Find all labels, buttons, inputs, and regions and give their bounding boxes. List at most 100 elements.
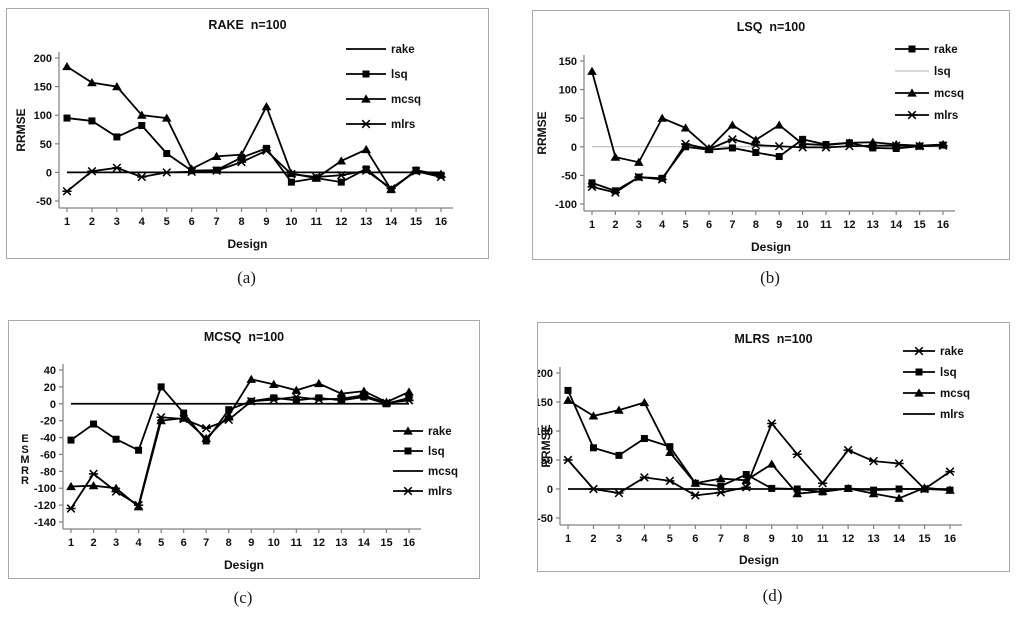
star-marker — [336, 394, 346, 404]
triangle-marker — [716, 473, 726, 483]
x-tick-label: 12 — [313, 537, 325, 549]
square-marker — [90, 420, 98, 428]
x-tick-label: 6 — [181, 537, 187, 549]
square-marker — [360, 393, 368, 401]
square-marker — [895, 485, 903, 493]
square-marker — [682, 143, 690, 151]
series-line — [591, 138, 944, 194]
star-marker — [386, 184, 396, 193]
square-marker — [362, 165, 370, 173]
square-marker — [112, 435, 120, 443]
triangle-marker — [634, 157, 644, 166]
series-mlrs — [62, 146, 446, 196]
triangle-marker — [361, 94, 371, 103]
legend-label: lsq — [428, 446, 445, 458]
series-mlrs — [587, 135, 948, 197]
y-tick-label: 150 — [559, 56, 577, 68]
legend-label: mcsq — [391, 94, 421, 106]
square-marker — [337, 178, 345, 186]
star-marker — [868, 141, 878, 150]
star-marker — [291, 392, 301, 402]
square-marker — [640, 435, 648, 443]
square-marker — [180, 409, 188, 417]
star-marker — [587, 182, 597, 192]
series-line — [591, 71, 944, 164]
y-tick-label: -40 — [40, 433, 56, 445]
triangle-marker — [161, 113, 172, 122]
axes — [556, 367, 962, 529]
triangle-marker — [336, 156, 347, 165]
y-tick-label: -140 — [34, 517, 56, 529]
legend-label: lsq — [391, 69, 408, 81]
star-marker — [361, 166, 371, 176]
star-marker — [681, 139, 691, 149]
y-tick-label: 150 — [34, 82, 52, 94]
x-tick-label: 4 — [659, 219, 666, 231]
square-marker — [157, 383, 165, 391]
chart-title: MLRS n=100 — [734, 332, 813, 346]
square-marker — [728, 144, 736, 152]
star-marker — [162, 168, 172, 177]
legend-label: rake — [940, 346, 964, 358]
legend: rake lsq mcsq mlrs — [903, 346, 970, 421]
square-marker — [793, 485, 801, 493]
y-tick-label: -100 — [34, 483, 56, 495]
triangle-marker — [727, 120, 738, 129]
legend-item-mlrs: mlrs — [393, 486, 452, 498]
x-tick-label: 8 — [743, 533, 749, 545]
axes — [580, 55, 955, 215]
star-marker — [269, 395, 279, 404]
legend-label: rake — [428, 426, 452, 438]
star-marker — [111, 487, 121, 496]
x-tick-label: 3 — [616, 533, 622, 545]
star-marker — [62, 186, 72, 196]
chart-title: RAKE n=100 — [208, 18, 287, 32]
x-tick-label: 9 — [248, 537, 254, 549]
triangle-marker — [211, 151, 222, 160]
square-marker — [615, 451, 623, 459]
series-lsq — [63, 114, 445, 194]
triangle-marker — [657, 113, 667, 122]
square-marker — [588, 179, 596, 187]
x-tick-label: 8 — [753, 219, 759, 231]
triangle-marker — [587, 66, 597, 75]
y-tick-label: 0 — [571, 142, 577, 154]
x-axis-label: Design — [738, 553, 779, 567]
legend-label: rake — [391, 44, 415, 56]
triangle-marker — [112, 82, 122, 91]
x-tick-label: 12 — [843, 219, 855, 231]
chart-canvas-mlrs: 200150100500-5012345678910111213141516ra… — [538, 346, 970, 545]
legend-label: mcsq — [940, 388, 970, 400]
star-marker — [311, 172, 321, 182]
x-tick-label: 9 — [263, 216, 269, 228]
y-tick-label: 20 — [44, 382, 56, 394]
star-marker — [201, 423, 211, 433]
axes — [59, 364, 421, 533]
x-tick-label: 7 — [214, 216, 220, 228]
star-marker — [224, 415, 234, 425]
figure-caption-a: (a) — [237, 268, 256, 287]
star-marker — [792, 449, 802, 459]
x-tick-label: 8 — [238, 216, 244, 228]
square-marker — [315, 394, 323, 402]
series-line — [567, 421, 951, 497]
x-tick-label: 3 — [114, 216, 120, 228]
chart-panel-rake: RAKE n=100 RRMSE 200 150 100 50 0 -50 1 2 3 4 5 6 7 8… — [6, 8, 489, 259]
square-marker — [869, 144, 877, 152]
star-marker — [286, 169, 296, 179]
square-marker — [135, 446, 143, 454]
square-marker — [775, 153, 783, 161]
chart-panel-mcsq: MCSQ n=100 E S M R R 40 20 0 -20 -40 -60 -80 -1… — [8, 320, 480, 579]
square-marker — [405, 394, 413, 402]
legend: rake lsq mcsq mlrs — [393, 426, 458, 498]
legend-item-mlrs: mlrs — [895, 110, 958, 122]
star-marker — [741, 482, 751, 492]
x-tick-label: 1 — [68, 537, 74, 549]
star-marker — [891, 141, 901, 150]
star-marker — [610, 188, 620, 197]
x-tick-label: 1 — [64, 216, 70, 228]
y-tick-label: 50 — [541, 455, 553, 467]
square-marker — [362, 70, 370, 78]
chart-title: LSQ n=100 — [736, 20, 806, 34]
